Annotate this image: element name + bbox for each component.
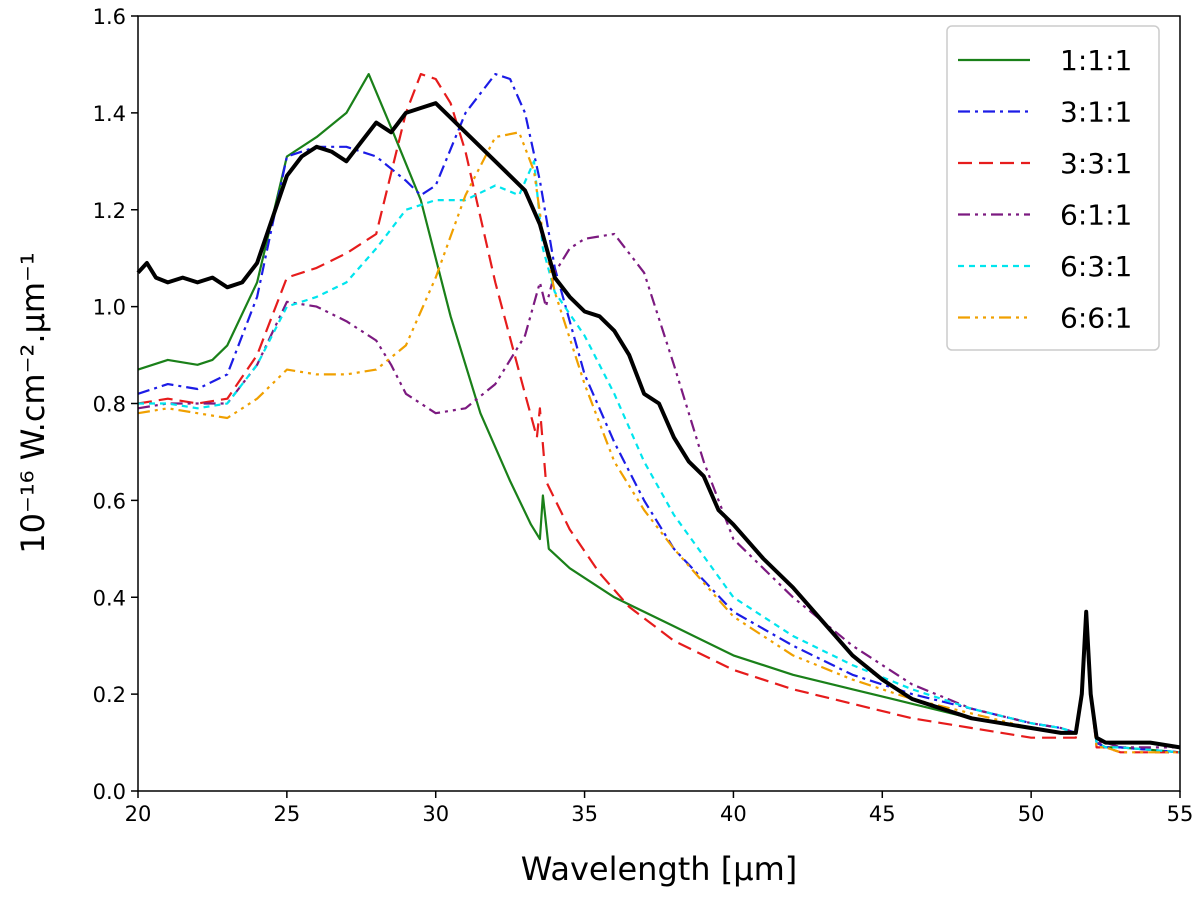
- legend-label: 3:1:1: [1060, 96, 1132, 129]
- x-tick-label: 20: [125, 802, 152, 826]
- x-tick-label: 40: [720, 802, 747, 826]
- y-tick-label: 0.0: [93, 780, 126, 804]
- y-axis-ticks: 0.0 0.2 0.4 0.6 0.8 1.0 1.2 1.4 1.6: [93, 5, 138, 804]
- y-axis-label: 10⁻¹⁶ W.cm⁻².μm⁻¹: [14, 252, 52, 553]
- legend-box: [946, 25, 1160, 351]
- y-tick-label: 1.2: [93, 199, 126, 223]
- y-tick-label: 0.6: [93, 489, 126, 513]
- x-axis-label: Wavelength [μm]: [521, 850, 798, 888]
- x-axis-ticks: 20 25 30 35 40 45 50 55: [125, 791, 1194, 826]
- x-tick-label: 30: [422, 802, 449, 826]
- y-tick-label: 0.2: [93, 683, 126, 707]
- observed-spectrum-line: [136, 101, 1181, 750]
- x-tick-label: 50: [1018, 802, 1045, 826]
- x-tick-label: 25: [273, 802, 300, 826]
- x-tick-label: 35: [571, 802, 598, 826]
- legend-label: 1:1:1: [1060, 44, 1132, 77]
- y-tick-label: 1.4: [93, 102, 126, 126]
- legend-label: 3:3:1: [1060, 147, 1132, 180]
- y-tick-label: 1.6: [93, 5, 126, 29]
- x-tick-label: 45: [869, 802, 896, 826]
- legend: 1:1:1 3:1:1 3:3:1 6:1:1 6:3:1 6:6:1: [946, 25, 1160, 351]
- y-tick-label: 0.4: [93, 586, 126, 610]
- y-tick-label: 1.0: [93, 296, 126, 320]
- legend-label: 6:6:1: [1060, 302, 1132, 335]
- legend-label: 6:3:1: [1060, 250, 1132, 283]
- series-layer: [136, 72, 1181, 754]
- x-tick-label: 55: [1167, 802, 1194, 826]
- legend-label: 6:1:1: [1060, 199, 1132, 232]
- y-tick-label: 0.8: [93, 393, 126, 417]
